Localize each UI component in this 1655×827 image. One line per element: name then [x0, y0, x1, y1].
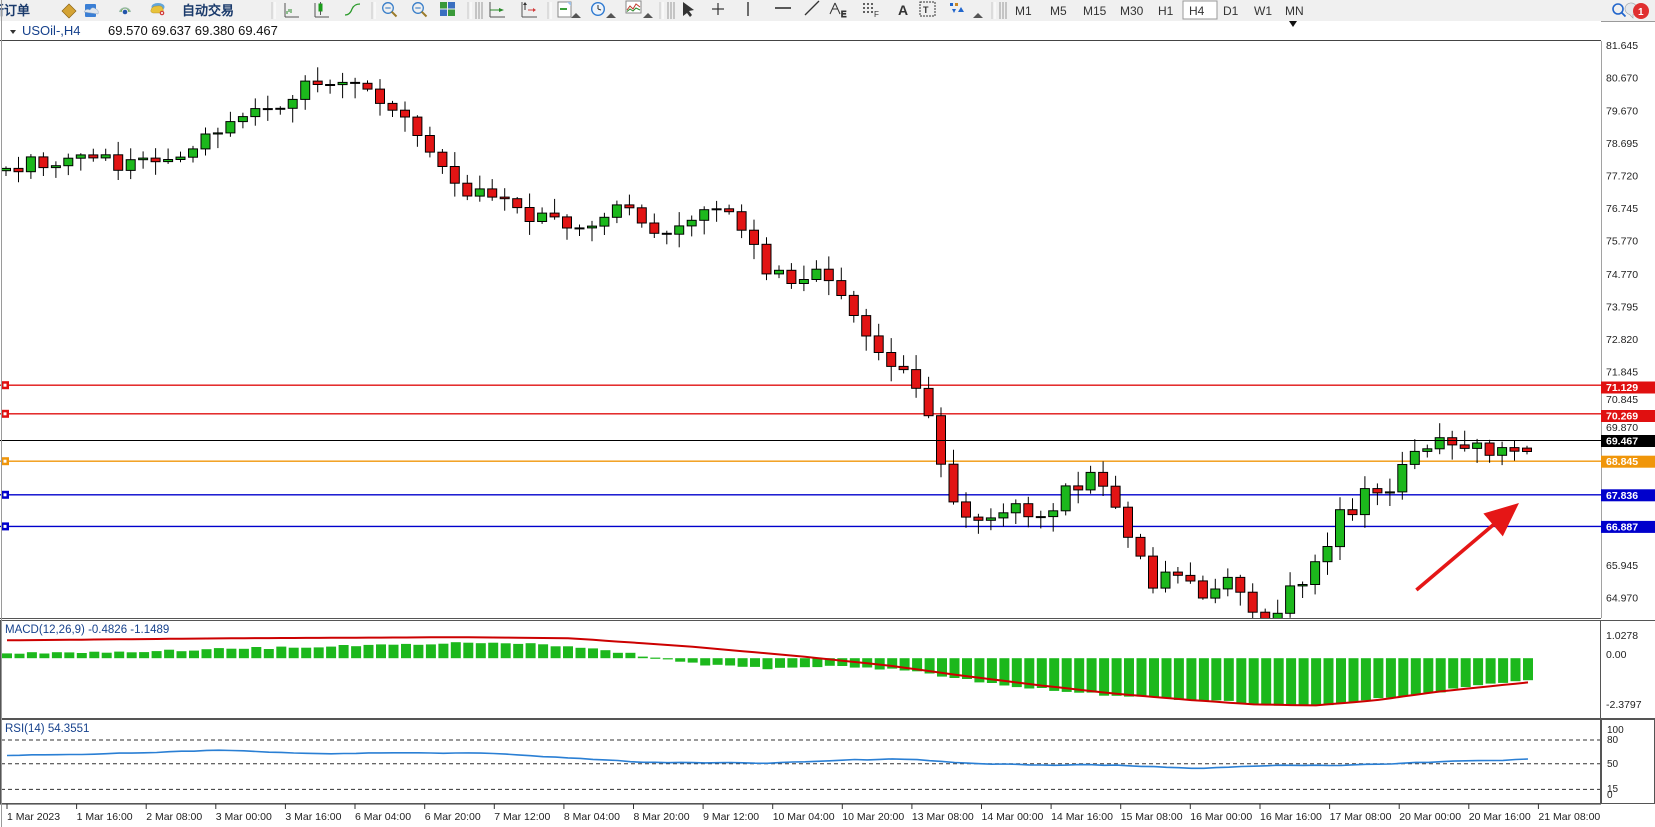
- svg-text:16 Mar 00:00: 16 Mar 00:00: [1190, 811, 1252, 823]
- svg-text:69.467: 69.467: [1606, 436, 1638, 448]
- svg-text:76.745: 76.745: [1606, 203, 1638, 215]
- svg-text:9 Mar 12:00: 9 Mar 12:00: [703, 811, 759, 823]
- svg-text:78.695: 78.695: [1606, 138, 1638, 150]
- svg-text:M15: M15: [1083, 4, 1107, 18]
- svg-text:50: 50: [1607, 759, 1619, 770]
- svg-text:-2.3797: -2.3797: [1606, 699, 1642, 711]
- svg-text:H4: H4: [1189, 4, 1205, 18]
- svg-text:16 Mar 16:00: 16 Mar 16:00: [1260, 811, 1322, 823]
- svg-text:70.845: 70.845: [1606, 394, 1638, 406]
- svg-text:74.770: 74.770: [1606, 269, 1638, 281]
- svg-text:USOil-,H4: USOil-,H4: [22, 23, 81, 38]
- svg-text:66.887: 66.887: [1606, 521, 1638, 533]
- svg-text:W1: W1: [1254, 4, 1272, 18]
- svg-text:2 Mar 08:00: 2 Mar 08:00: [146, 811, 202, 823]
- svg-text:71.129: 71.129: [1606, 382, 1638, 394]
- svg-text:T: T: [923, 5, 929, 15]
- svg-text:80: 80: [1607, 735, 1619, 746]
- svg-text:71.845: 71.845: [1606, 366, 1638, 378]
- svg-text:15 Mar 08:00: 15 Mar 08:00: [1121, 811, 1183, 823]
- svg-text:3 Mar 16:00: 3 Mar 16:00: [285, 811, 341, 823]
- svg-text:H1: H1: [1158, 4, 1174, 18]
- svg-text:7 Mar 12:00: 7 Mar 12:00: [494, 811, 550, 823]
- svg-text:17 Mar 08:00: 17 Mar 08:00: [1330, 811, 1392, 823]
- svg-text:0: 0: [1607, 790, 1613, 801]
- svg-text:1 Mar 16:00: 1 Mar 16:00: [77, 811, 133, 823]
- svg-text:1: 1: [1638, 7, 1644, 18]
- svg-text:8 Mar 04:00: 8 Mar 04:00: [564, 811, 620, 823]
- svg-text:0.00: 0.00: [1606, 649, 1627, 661]
- svg-text:MN: MN: [1285, 4, 1304, 18]
- svg-text:6 Mar 20:00: 6 Mar 20:00: [425, 811, 481, 823]
- svg-text:E: E: [841, 10, 846, 19]
- svg-text:70.269: 70.269: [1606, 411, 1638, 423]
- svg-text:14 Mar 00:00: 14 Mar 00:00: [982, 811, 1044, 823]
- svg-text:67.836: 67.836: [1606, 490, 1638, 502]
- svg-text:10 Mar 20:00: 10 Mar 20:00: [842, 811, 904, 823]
- svg-text:69.870: 69.870: [1606, 422, 1638, 434]
- svg-text:6 Mar 04:00: 6 Mar 04:00: [355, 811, 411, 823]
- svg-text:F: F: [874, 10, 879, 19]
- svg-text:79.670: 79.670: [1606, 106, 1638, 118]
- svg-text:RSI(14) 54.3551: RSI(14) 54.3551: [5, 723, 89, 735]
- svg-text:3 Mar 00:00: 3 Mar 00:00: [216, 811, 272, 823]
- svg-text:21 Mar 08:00: 21 Mar 08:00: [1538, 811, 1600, 823]
- svg-text:MACD(12,26,9) -0.4826 -1.1489: MACD(12,26,9) -0.4826 -1.1489: [5, 624, 169, 636]
- svg-text:20 Mar 00:00: 20 Mar 00:00: [1399, 811, 1461, 823]
- svg-text:75.770: 75.770: [1606, 236, 1638, 248]
- svg-text:13 Mar 08:00: 13 Mar 08:00: [912, 811, 974, 823]
- svg-text:10 Mar 04:00: 10 Mar 04:00: [773, 811, 835, 823]
- svg-text:1.0278: 1.0278: [1606, 630, 1638, 642]
- svg-text:新订单: 新订单: [0, 3, 30, 18]
- svg-text:M30: M30: [1120, 4, 1144, 18]
- svg-text:69.570 69.637 69.380 69.467: 69.570 69.637 69.380 69.467: [108, 23, 278, 38]
- svg-text:80.670: 80.670: [1606, 72, 1638, 84]
- svg-text:A: A: [898, 2, 908, 18]
- svg-text:自动交易: 自动交易: [182, 3, 234, 18]
- svg-text:64.970: 64.970: [1606, 592, 1638, 604]
- svg-text:65.945: 65.945: [1606, 560, 1638, 572]
- svg-text:72.820: 72.820: [1606, 334, 1638, 346]
- svg-text:68.845: 68.845: [1606, 456, 1638, 468]
- svg-text:77.720: 77.720: [1606, 171, 1638, 183]
- svg-text:14 Mar 16:00: 14 Mar 16:00: [1051, 811, 1113, 823]
- svg-text:D1: D1: [1223, 4, 1239, 18]
- svg-text:M1: M1: [1015, 4, 1032, 18]
- svg-text:20 Mar 16:00: 20 Mar 16:00: [1469, 811, 1531, 823]
- svg-text:M5: M5: [1050, 4, 1067, 18]
- svg-text:8 Mar 20:00: 8 Mar 20:00: [634, 811, 690, 823]
- svg-text:1 Mar 2023: 1 Mar 2023: [7, 811, 60, 823]
- svg-text:81.645: 81.645: [1606, 41, 1638, 52]
- svg-text:73.795: 73.795: [1606, 301, 1638, 313]
